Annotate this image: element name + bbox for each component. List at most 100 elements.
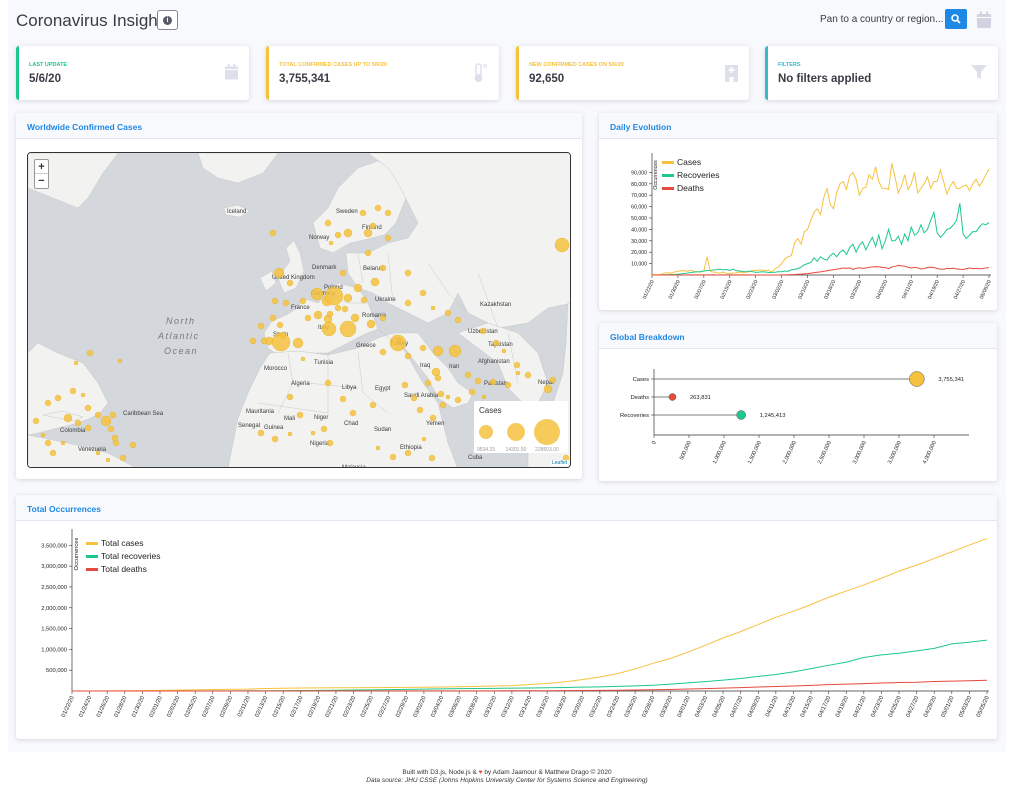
case-bubble[interactable] [324,286,344,306]
case-bubble[interactable] [73,360,79,366]
case-bubble[interactable] [389,453,397,461]
case-bubble[interactable] [513,361,521,369]
map-attribution[interactable]: Leaflet [550,460,568,466]
case-bubble[interactable] [339,269,347,277]
case-bubble[interactable] [429,414,437,422]
case-bubble[interactable] [279,331,287,339]
case-bubble[interactable] [389,334,407,352]
filter-icon[interactable] [970,63,988,81]
case-bubble[interactable] [370,277,380,287]
case-bubble[interactable] [419,289,427,297]
case-bubble[interactable] [86,349,94,357]
case-bubble[interactable] [339,320,357,338]
case-bubble[interactable] [105,457,111,463]
zoom-in-button[interactable]: + [35,160,48,174]
case-bubble[interactable] [404,352,412,360]
case-bubble[interactable] [109,411,117,419]
case-bubble[interactable] [401,381,409,389]
case-bubble[interactable] [379,314,387,322]
case-bubble[interactable] [292,337,304,349]
case-bubble[interactable] [269,314,277,322]
case-bubble[interactable] [492,339,500,347]
case-bubble[interactable] [479,327,487,335]
case-bubble[interactable] [271,435,279,443]
case-bubble[interactable] [396,337,402,343]
case-bubble[interactable] [313,310,323,320]
case-bubble[interactable] [468,388,476,396]
case-bubble[interactable] [320,425,328,433]
case-bubble[interactable] [40,432,46,438]
case-bubble[interactable] [501,348,507,354]
case-bubble[interactable] [419,344,427,352]
case-bubble[interactable] [286,393,294,401]
case-bubble[interactable] [350,313,360,323]
case-bubble[interactable] [363,228,373,238]
case-bubble[interactable] [504,381,512,389]
case-bubble[interactable] [489,378,497,386]
case-bubble[interactable] [404,269,412,277]
case-bubble[interactable] [349,409,357,417]
case-bubble[interactable] [339,395,347,403]
case-bubble[interactable] [374,204,382,212]
case-bubble[interactable] [474,377,482,385]
case-bubble[interactable] [364,249,372,257]
case-bubble[interactable] [375,445,381,451]
case-bubble[interactable] [249,337,257,345]
case-bubble[interactable] [49,449,57,457]
case-bubble[interactable] [481,394,487,400]
case-bubble[interactable] [273,267,285,279]
search-placeholder[interactable]: Pan to a country or region... [820,14,944,25]
case-bubble[interactable] [310,430,316,436]
case-bubble[interactable] [421,436,427,442]
case-bubble[interactable] [80,392,86,398]
case-bubble[interactable] [84,424,92,432]
case-bubble[interactable] [341,305,349,313]
case-bubble[interactable] [434,374,442,382]
case-bubble[interactable] [257,322,265,330]
case-bubble[interactable] [328,240,334,246]
case-bubble[interactable] [282,299,290,307]
case-bubble[interactable] [54,394,62,402]
case-bubble[interactable] [384,209,392,217]
case-bubble[interactable] [271,297,279,305]
case-bubble[interactable] [410,394,418,402]
case-bubble[interactable] [260,337,268,345]
case-bubble[interactable] [100,415,112,427]
case-bubble[interactable] [424,379,432,387]
case-bubble[interactable] [276,321,284,329]
zoom-out-button[interactable]: − [38,175,45,187]
case-bubble[interactable] [543,384,553,394]
case-bubble[interactable] [379,348,387,356]
case-bubble[interactable] [107,425,115,433]
case-bubble[interactable] [300,356,306,362]
case-bubble[interactable] [74,419,82,427]
case-bubble[interactable] [448,344,462,358]
case-bubble[interactable] [353,283,363,293]
case-bubble[interactable] [334,231,342,239]
case-bubble[interactable] [117,358,123,364]
case-bubble[interactable] [454,396,462,404]
case-bubble[interactable] [257,429,265,437]
case-bubble[interactable] [324,379,332,387]
case-bubble[interactable] [454,316,462,324]
case-bubble[interactable] [287,431,293,437]
case-bubble[interactable] [269,229,277,237]
case-bubble[interactable] [44,399,52,407]
case-bubble[interactable] [112,439,120,447]
case-bubble[interactable] [63,413,73,423]
case-bubble[interactable] [439,401,447,409]
case-bubble[interactable] [359,209,367,217]
case-bubble[interactable] [343,293,353,303]
case-bubble[interactable] [437,390,445,398]
case-bubble[interactable] [384,234,392,242]
case-bubble[interactable] [404,449,412,457]
case-bubble[interactable] [304,314,312,322]
case-bubble[interactable] [428,454,436,462]
case-bubble[interactable] [69,387,77,395]
case-bubble[interactable] [326,439,334,447]
case-bubble[interactable] [129,441,137,449]
search-button[interactable] [945,9,967,29]
case-bubble[interactable] [296,411,304,419]
case-bubble[interactable] [310,287,324,301]
case-bubble[interactable] [404,299,412,307]
